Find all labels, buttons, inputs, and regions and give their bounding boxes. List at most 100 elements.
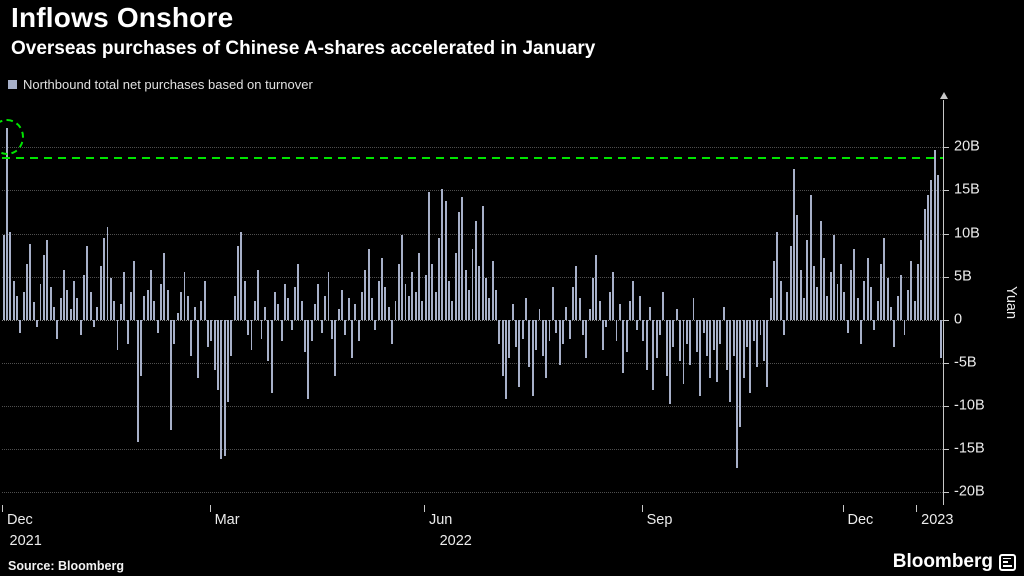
bar: [913, 300, 916, 320]
y-tick-label: 5B: [954, 268, 972, 285]
bar: [66, 289, 69, 320]
bar: [749, 319, 752, 393]
bar: [438, 237, 440, 320]
bar: [551, 286, 554, 320]
bar: [756, 319, 759, 368]
y-tick-label: 10B: [954, 225, 980, 242]
bar: [150, 269, 152, 320]
bar: [709, 319, 712, 379]
chart-title: Inflows Onshore: [11, 2, 234, 33]
y-axis: 20B 15B 10B 5B 0 -5B -10B -15B -20B: [940, 92, 1023, 505]
highlight-circle: [0, 118, 25, 155]
bar: [659, 319, 661, 336]
bar: [448, 280, 451, 320]
bar: [163, 252, 166, 320]
bar: [103, 237, 106, 320]
bar: [56, 319, 59, 339]
bar: [69, 309, 72, 320]
gridline: [2, 147, 943, 149]
bar: [582, 319, 584, 336]
y-tick-label: -10B: [954, 397, 985, 414]
bar: [347, 298, 350, 320]
bar: [571, 286, 574, 320]
gridline: [2, 492, 943, 494]
bar: [458, 212, 461, 320]
bar: [880, 263, 882, 320]
bar: [782, 319, 785, 336]
bar: [6, 127, 8, 320]
bar: [598, 300, 601, 320]
bar: [19, 319, 22, 333]
y-axis-title: Yuan: [998, 100, 1024, 505]
bar: [525, 298, 528, 320]
x-tick-mark: [2, 505, 3, 512]
bar: [233, 295, 236, 320]
bar: [2, 235, 5, 320]
bar: [243, 280, 246, 320]
bar: [190, 319, 193, 356]
bar: [277, 304, 280, 320]
bar: [618, 304, 621, 320]
bar: [863, 280, 866, 320]
x-tick-label: 2023: [921, 512, 954, 528]
bar: [76, 298, 79, 320]
bar: [203, 280, 206, 320]
bloomberg-icon: [999, 553, 1016, 571]
y-tick-label: -5B: [954, 354, 977, 371]
bar: [123, 272, 126, 320]
bar: [561, 319, 564, 344]
bar: [906, 289, 909, 320]
gridline: [2, 190, 943, 192]
bar: [49, 286, 52, 320]
bar: [900, 274, 903, 320]
bar: [253, 300, 256, 320]
bar: [655, 319, 658, 359]
bar: [166, 289, 169, 320]
bar: [672, 319, 675, 348]
bar: [227, 319, 229, 402]
bar: [270, 319, 273, 393]
bar: [494, 289, 497, 320]
bar: [330, 319, 333, 339]
bar: [685, 319, 688, 344]
bar: [669, 319, 672, 405]
bar: [665, 319, 668, 376]
bar: [920, 240, 923, 320]
legend-label: Northbound total net purchases based on …: [23, 77, 313, 92]
bar: [916, 263, 919, 320]
bar: [853, 249, 856, 320]
bar: [652, 319, 655, 391]
bloomberg-wordmark: Bloomberg: [892, 551, 993, 572]
bar: [816, 286, 819, 320]
bar: [849, 269, 852, 320]
bar: [86, 246, 89, 320]
bar: [46, 240, 49, 320]
x-tick-mark: [916, 505, 918, 512]
y-tick-label: 20B: [954, 139, 980, 156]
bar: [89, 292, 92, 320]
bar: [39, 283, 42, 320]
year-label: 2021: [9, 533, 42, 549]
bar: [29, 243, 32, 320]
bar: [361, 292, 363, 320]
bar: [602, 319, 605, 350]
bar: [414, 292, 417, 320]
bar: [729, 319, 732, 402]
bar: [314, 304, 317, 320]
x-tick-label: Sep: [646, 512, 673, 528]
bar: [682, 319, 685, 385]
bar: [823, 257, 826, 320]
y-tick-mark: [943, 448, 949, 450]
y-tick-mark: [943, 405, 949, 407]
bar: [304, 319, 307, 353]
bar: [16, 295, 19, 320]
bar: [870, 286, 872, 320]
gridline: [2, 448, 943, 450]
bar: [22, 292, 25, 320]
x-tick-label: Mar: [214, 512, 240, 528]
bar: [327, 272, 330, 320]
bar: [294, 286, 296, 320]
bar: [521, 319, 524, 339]
bar: [381, 257, 384, 320]
bar: [866, 257, 869, 320]
